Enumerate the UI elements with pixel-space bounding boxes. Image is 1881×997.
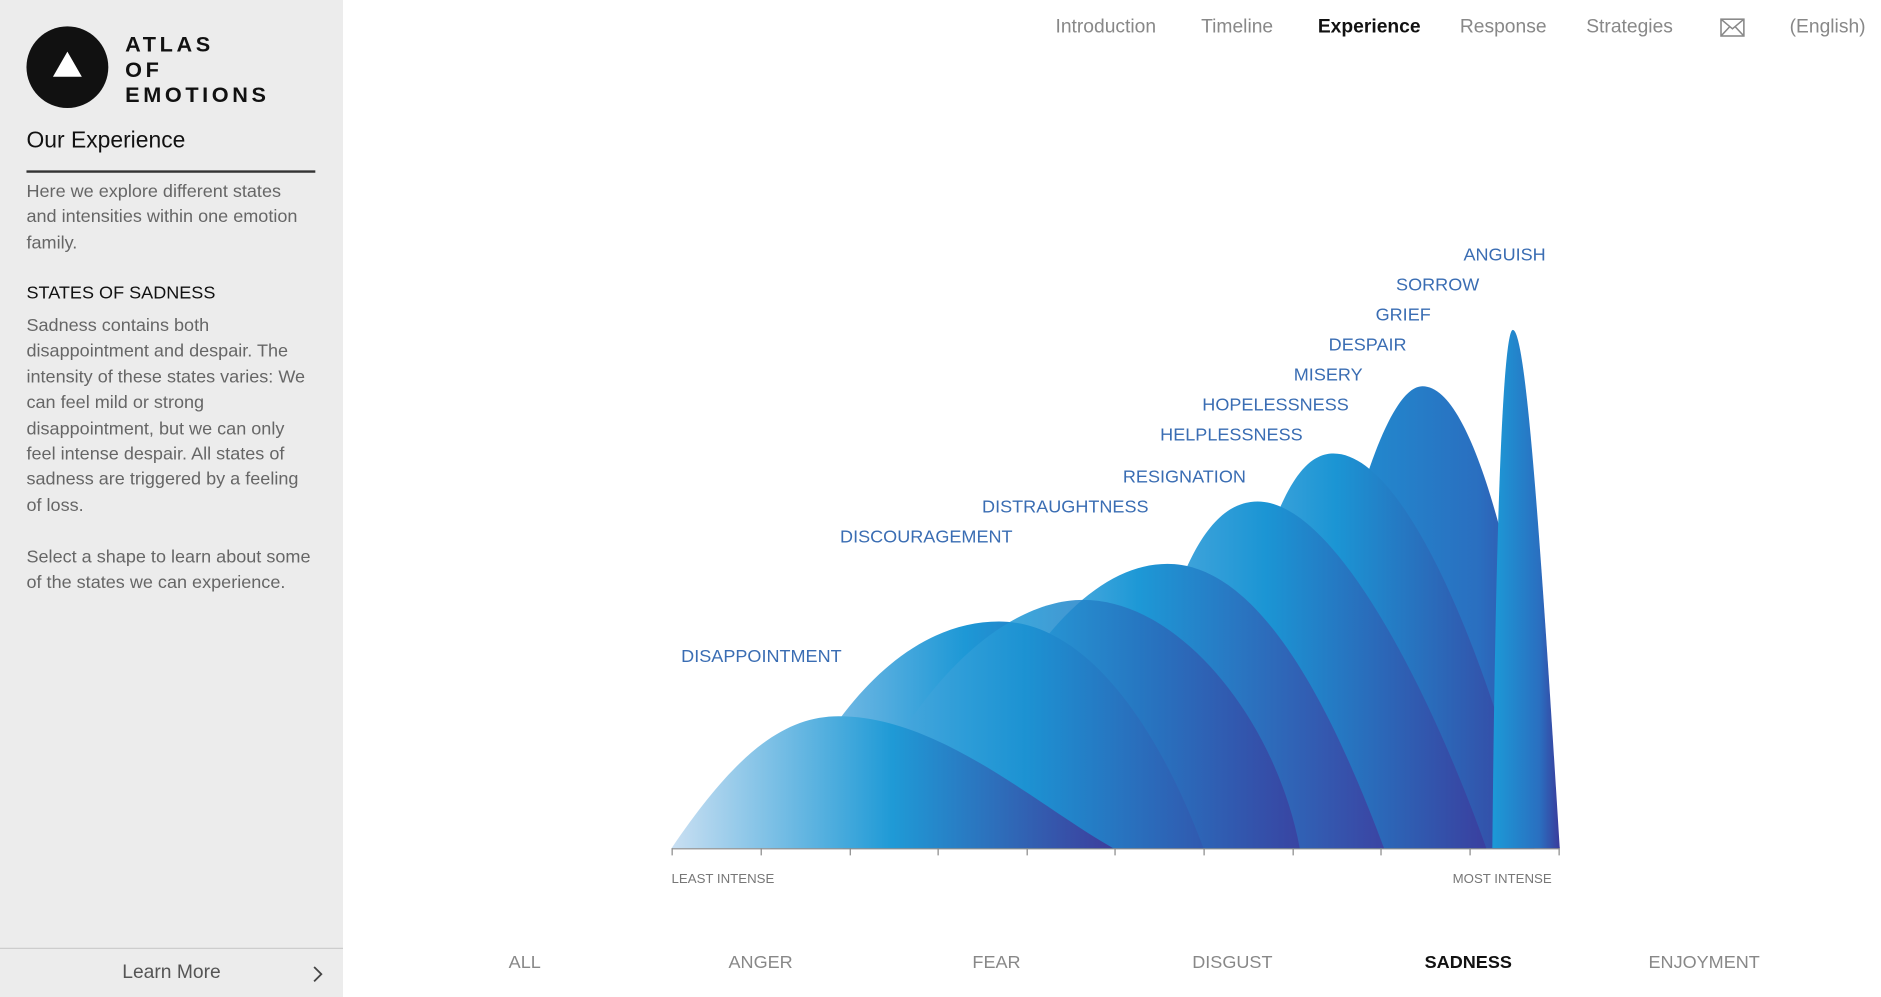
state-label[interactable]: HOPELESSNESS xyxy=(1202,394,1349,416)
logo-mark xyxy=(26,26,109,108)
emotion-tab[interactable]: ENJOYMENT xyxy=(1648,952,1760,973)
state-shape[interactable] xyxy=(1492,329,1560,849)
state-shape[interactable] xyxy=(671,716,1114,849)
learn-more-label: Learn More xyxy=(122,962,221,983)
emotion-tab[interactable]: FEAR xyxy=(972,952,1021,973)
state-label[interactable]: RESIGNATION xyxy=(1122,466,1246,488)
state-label[interactable]: DESPAIR xyxy=(1328,334,1407,356)
logo-text: ATLAS xyxy=(125,32,214,57)
emotion-tab[interactable]: ANGER xyxy=(728,952,793,973)
learn-more-button[interactable]: Learn More xyxy=(0,949,343,997)
state-label[interactable]: SORROW xyxy=(1396,274,1480,296)
logo-text: OF xyxy=(125,57,163,82)
state-label[interactable]: DISAPPOINTMENT xyxy=(681,646,842,668)
axis-label: MOST INTENSE xyxy=(1452,872,1552,887)
emotion-tab[interactable]: DISGUST xyxy=(1192,952,1273,973)
state-label[interactable]: GRIEF xyxy=(1375,304,1431,326)
language-selector[interactable]: (English) xyxy=(1789,16,1866,38)
axis-label: LEAST INTENSE xyxy=(671,872,775,887)
intensity-axis xyxy=(671,848,1560,856)
body-text: Sadness contains both disappointment and… xyxy=(26,315,306,516)
emotion-tab[interactable]: SADNESS xyxy=(1424,952,1512,973)
state-label[interactable]: MISERY xyxy=(1293,364,1363,386)
emotion-tab[interactable]: ALL xyxy=(508,952,541,973)
intro-text: Here we explore different states and int… xyxy=(26,181,298,253)
state-label[interactable]: HELPLESSNESS xyxy=(1160,424,1303,446)
instruction-text: Select a shape to learn about some of th… xyxy=(26,547,311,594)
sidebar-title: Our Experience xyxy=(26,128,186,154)
nav-item[interactable]: Strategies xyxy=(1586,16,1673,38)
state-label[interactable]: DISTRAUGHTNESS xyxy=(982,496,1149,518)
section-title: STATES OF SADNESS xyxy=(26,283,216,304)
divider xyxy=(0,947,343,949)
nav-item[interactable]: Experience xyxy=(1317,16,1421,38)
logo-text: EMOTIONS xyxy=(125,82,270,107)
sidebar: ATLAS OF EMOTIONS Our Experience Here we… xyxy=(0,0,343,997)
nav-item[interactable]: Introduction xyxy=(1055,16,1157,38)
chevron-icon xyxy=(313,966,323,982)
nav-item[interactable]: Response xyxy=(1459,16,1547,38)
state-label[interactable]: DISCOURAGEMENT xyxy=(840,526,1013,548)
state-label[interactable]: ANGUISH xyxy=(1463,244,1546,266)
divider xyxy=(26,170,316,173)
mail-icon[interactable] xyxy=(1720,18,1745,37)
nav-item[interactable]: Timeline xyxy=(1201,16,1274,38)
